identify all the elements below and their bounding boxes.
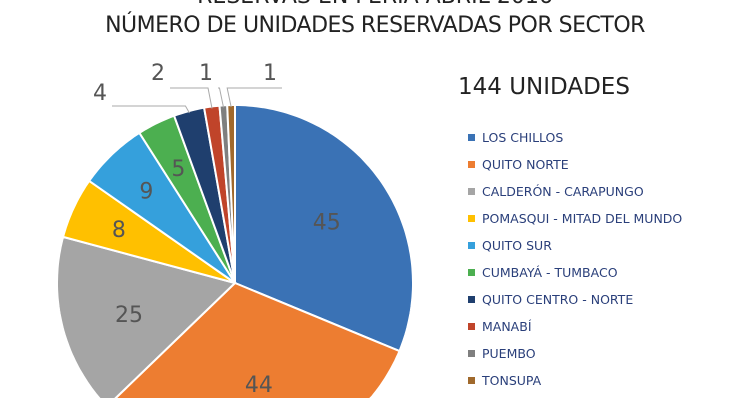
data-label-2: 25 (115, 303, 143, 328)
pie-slice-0 (234, 104, 414, 353)
leader-line-8 (218, 87, 224, 108)
pie-slice-5 (138, 114, 236, 284)
legend-label: QUITO NORTE (482, 157, 569, 172)
legend-swatch (468, 269, 475, 276)
legend-swatch (468, 296, 475, 303)
data-label-9: 1 (263, 61, 277, 86)
pie-slice-4 (87, 131, 236, 284)
pie-slice-1 (112, 281, 401, 400)
legend-item: LOS CHILLOS (468, 124, 682, 151)
data-label-5: 5 (171, 157, 185, 182)
legend-label: CALDERÓN - CARAPUNGO (482, 184, 644, 199)
data-label-8: 1 (199, 61, 213, 86)
legend-label: POMASQUI - MITAD DEL MUNDO (482, 211, 683, 226)
legend-item: POMASQUI - MITAD DEL MUNDO (468, 205, 682, 232)
total-label: 144 UNIDADES (458, 74, 630, 100)
leader-line-9 (226, 87, 282, 108)
leader-line-7 (170, 87, 213, 109)
legend-label: LOS CHILLOS (482, 130, 564, 145)
legend-item: TONSUPA (468, 367, 682, 394)
legend-item: PUEMBO (468, 340, 682, 367)
legend-label: CUMBAYÁ - TUMBACO (482, 265, 618, 280)
legend: LOS CHILLOS QUITO NORTE CALDERÓN - CARAPUN… (468, 124, 682, 394)
legend-label: QUITO CENTRO - NORTE (482, 292, 634, 307)
legend-label: MANABÍ (482, 319, 532, 334)
legend-item: QUITO NORTE (468, 151, 682, 178)
legend-label: PUEMBO (482, 346, 536, 361)
legend-swatch (468, 350, 475, 357)
legend-item: QUITO CENTRO - NORTE (468, 286, 682, 313)
pie-slice-6 (172, 106, 236, 284)
leader-line-6 (112, 105, 190, 114)
legend-swatch (468, 188, 475, 195)
legend-item: CALDERÓN - CARAPUNGO (468, 178, 682, 205)
data-label-0: 45 (313, 211, 341, 236)
data-label-4: 9 (139, 179, 153, 204)
legend-swatch (468, 242, 475, 249)
data-label-6: 4 (93, 81, 107, 106)
legend-item: QUITO SUR (468, 232, 682, 259)
chart-title: RESERVAS EN FERIA ABRIL 2016 (0, 0, 750, 9)
legend-swatch (468, 215, 475, 222)
pie-slice-2 (56, 235, 237, 400)
data-label-3: 8 (112, 218, 126, 243)
legend-item: MANABÍ (468, 313, 682, 340)
legend-swatch (468, 161, 475, 168)
data-label-1: 44 (245, 373, 273, 398)
legend-swatch (468, 134, 475, 141)
legend-label: QUITO SUR (482, 238, 552, 253)
data-label-7: 2 (151, 61, 165, 86)
legend-swatch (468, 377, 475, 384)
legend-swatch (468, 323, 475, 330)
pie-slice-3 (61, 179, 236, 284)
legend-item: CUMBAYÁ - TUMBACO (468, 259, 682, 286)
chart-subtitle: NÚMERO DE UNIDADES RESERVADAS POR SECTOR (105, 13, 645, 38)
legend-label: TONSUPA (482, 373, 542, 388)
